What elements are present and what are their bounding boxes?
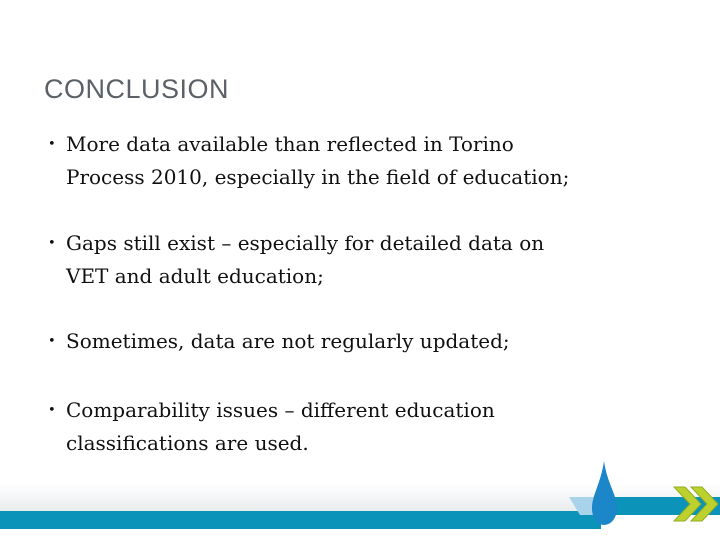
ribbon-fold (569, 497, 598, 515)
double-chevron-right-icon (672, 486, 719, 522)
bullet-2-line-2: VET and adult education; (66, 264, 324, 288)
bullet-2-line-1: Gaps still exist – especially for detail… (66, 231, 545, 255)
drop-icon (592, 461, 617, 525)
bullet-dot-icon: • (48, 137, 56, 152)
bullet-item-3: • Sometimes, data are not regularly upda… (46, 325, 510, 358)
bullet-1-line-1: More data available than reflected in To… (66, 132, 514, 156)
footer-ribbon (0, 461, 720, 529)
bullet-4-line-1: Comparability issues – different educati… (66, 398, 495, 422)
bullet-item-1: • More data available than reflected in … (46, 128, 569, 194)
bullet-dot-icon: • (48, 236, 56, 251)
bullet-item-2: • Gaps still exist – especially for deta… (46, 227, 544, 293)
bullet-1-line-2: Process 2010, especially in the field of… (66, 165, 570, 189)
bullet-4-line-2: classifications are used. (66, 431, 309, 455)
bullet-3-line-1: Sometimes, data are not regularly update… (66, 329, 510, 353)
slide-title: CONCLUSION (44, 74, 230, 104)
bullet-item-4: • Comparability issues – different educa… (46, 394, 495, 460)
ribbon-bar-left (0, 511, 601, 529)
bullet-dot-icon: • (48, 403, 56, 418)
bullet-dot-icon: • (48, 334, 56, 349)
